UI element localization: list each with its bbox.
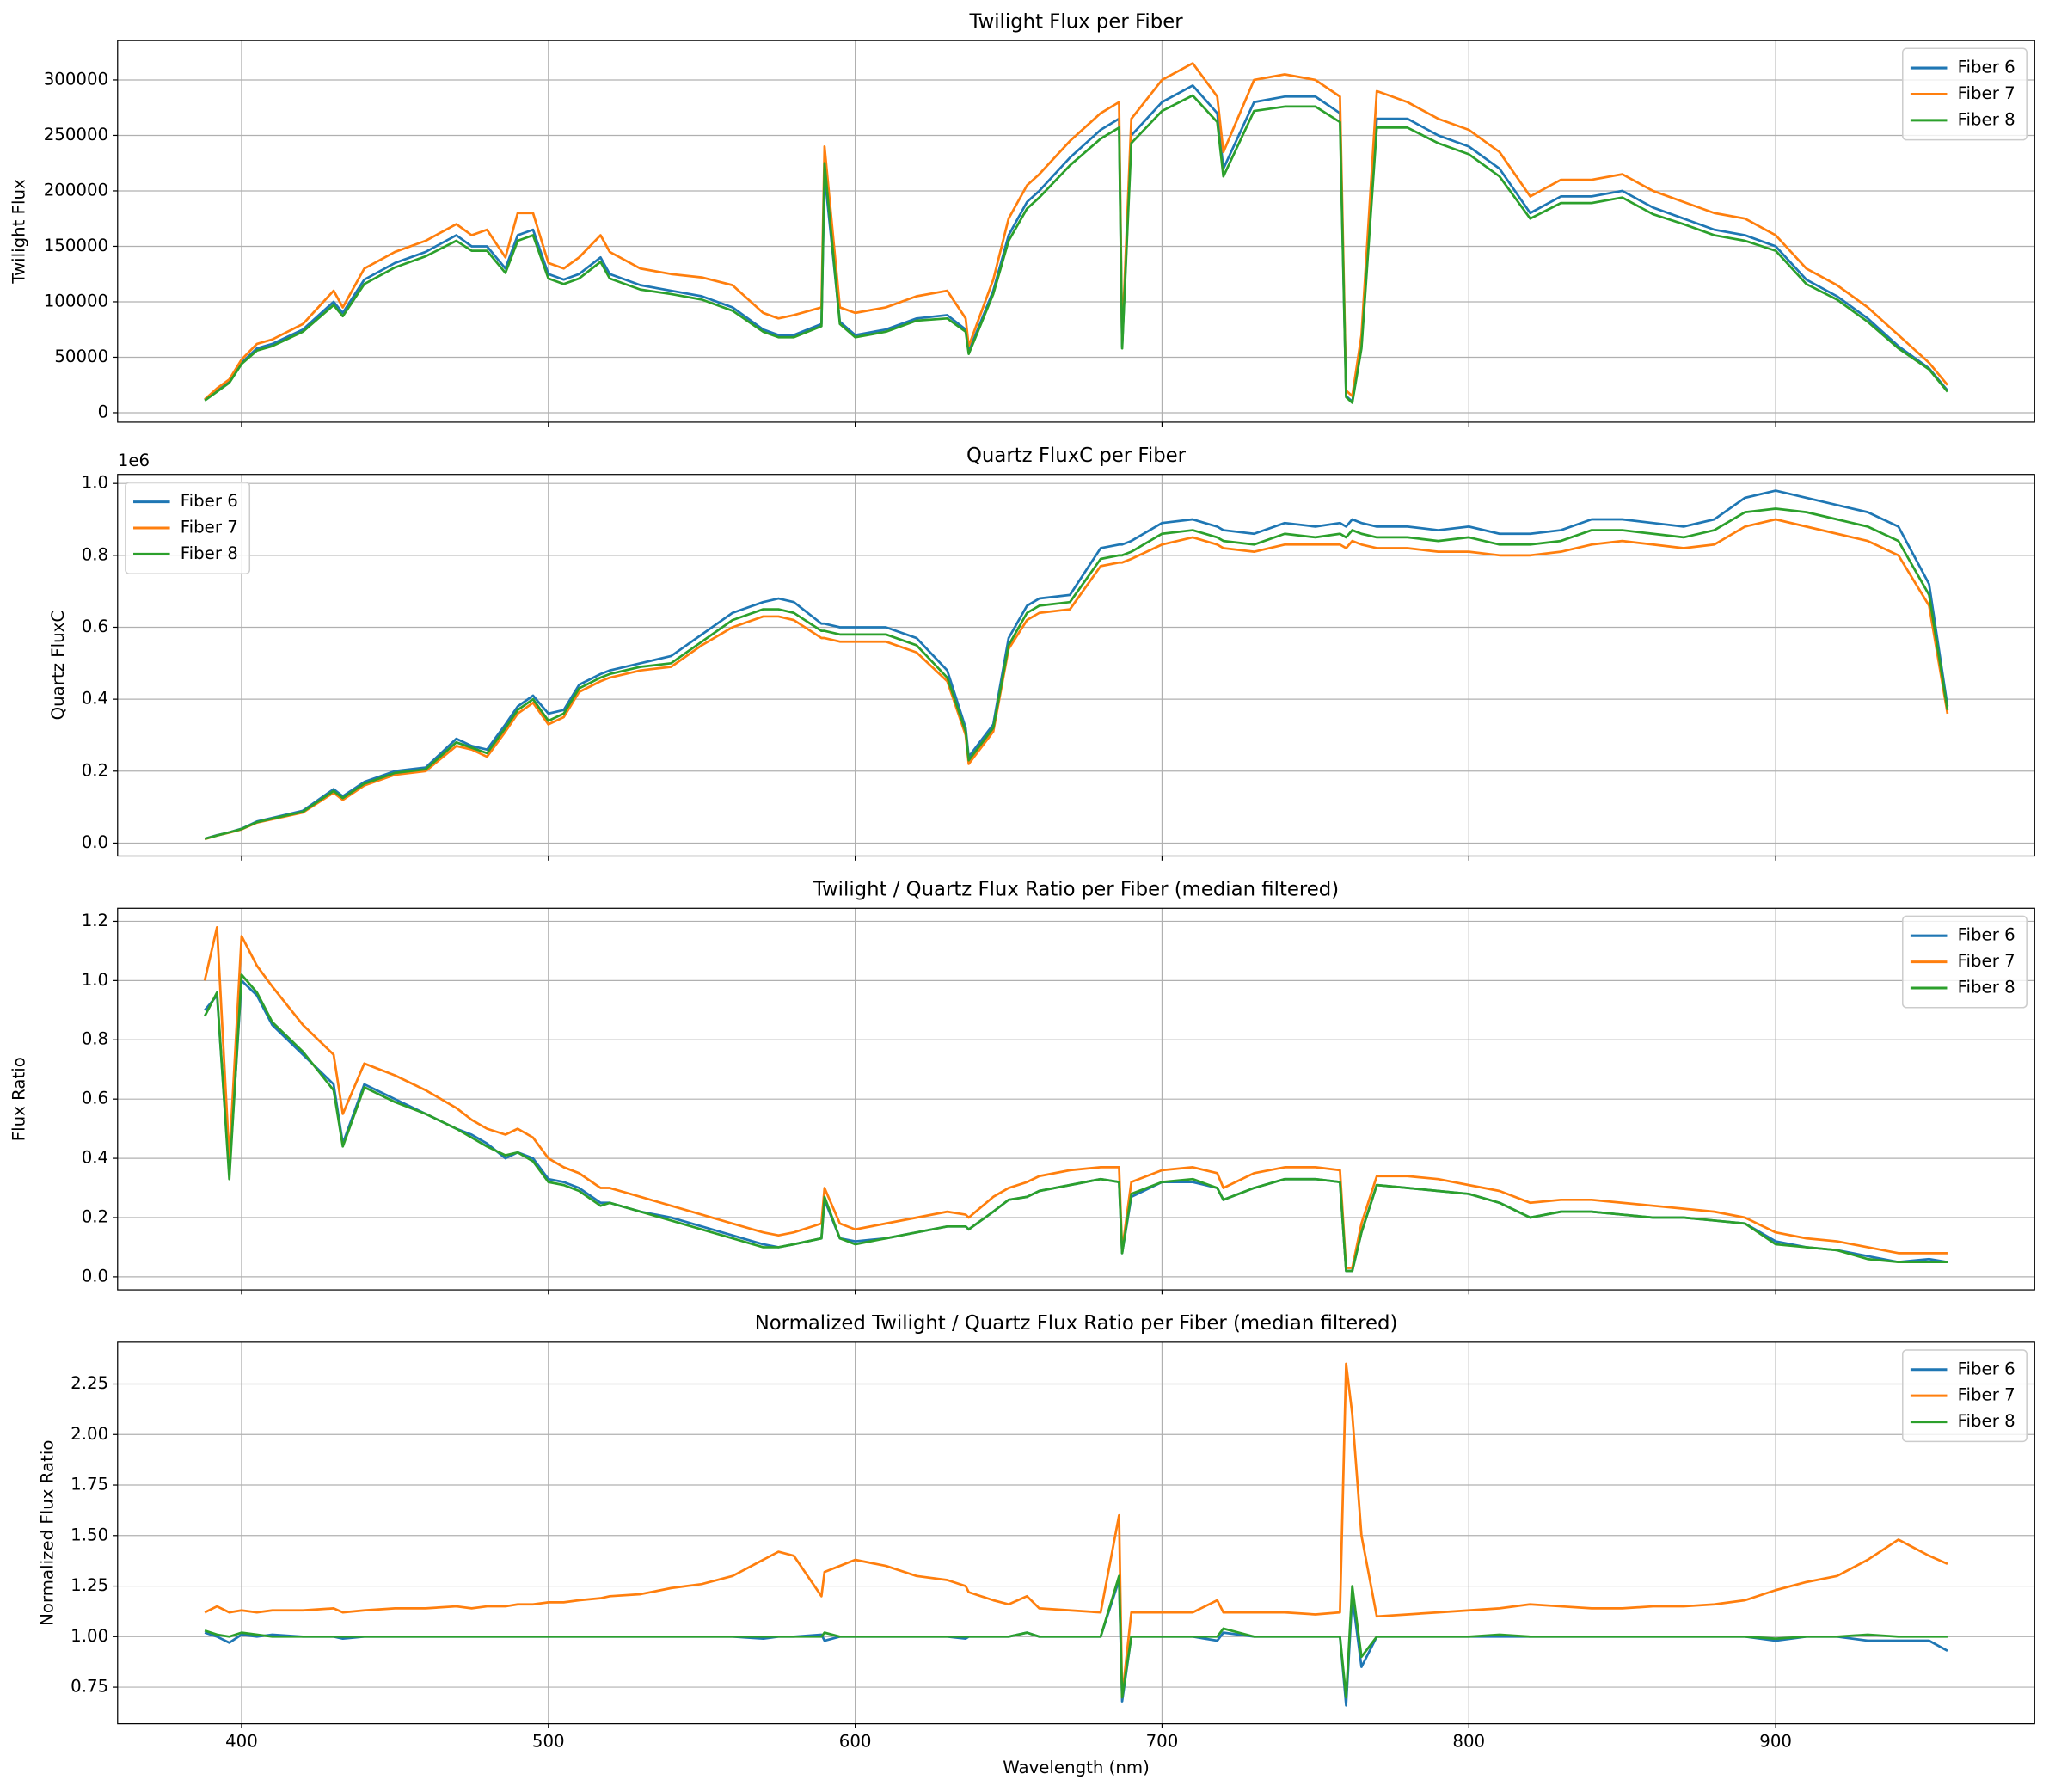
legend-label: Fiber 6 bbox=[181, 491, 238, 511]
legend-label: Fiber 8 bbox=[181, 543, 238, 563]
y-tick-label: 0 bbox=[98, 402, 109, 421]
y-tick-label: 0.2 bbox=[82, 760, 108, 780]
y-offset-label: 1e6 bbox=[118, 451, 150, 470]
y-tick-label: 50000 bbox=[54, 347, 108, 366]
y-tick-label: 200000 bbox=[44, 180, 108, 199]
y-tick-label: 0.4 bbox=[82, 689, 108, 709]
y-tick-label: 0.0 bbox=[82, 832, 108, 852]
axes-frame bbox=[117, 474, 2035, 857]
series-line bbox=[203, 973, 1948, 1273]
legend-box bbox=[125, 482, 251, 574]
legend-label: Fiber 6 bbox=[1958, 1359, 2015, 1378]
legend-label: Fiber 8 bbox=[1958, 977, 2015, 997]
y-tick-label: 0.2 bbox=[82, 1206, 108, 1226]
x-tick-label: 600 bbox=[839, 1731, 872, 1751]
y-tick-label: 150000 bbox=[44, 236, 108, 255]
axes-frame bbox=[117, 1341, 2035, 1725]
chart-title: Normalized Twilight / Quartz Flux Ratio … bbox=[755, 1312, 1398, 1335]
chart-title: Twilight / Quartz Flux Ratio per Fiber (… bbox=[813, 879, 1339, 901]
y-tick-label: 0.6 bbox=[82, 1089, 108, 1108]
y-tick-label: 0.8 bbox=[82, 1029, 108, 1049]
y-tick-label: 0.6 bbox=[82, 617, 108, 636]
series-line bbox=[204, 94, 1948, 404]
y-tick-label: 0.75 bbox=[71, 1677, 108, 1697]
y-axis-label: Flux Ratio bbox=[9, 1057, 28, 1141]
y-axis-label: Normalized Flux Ratio bbox=[38, 1440, 58, 1626]
chart-title: Twilight Flux per Fiber bbox=[968, 10, 1183, 33]
y-tick-label: 2.00 bbox=[71, 1424, 108, 1444]
y-tick-label: 1.50 bbox=[71, 1525, 108, 1544]
chart-title: Quartz FluxC per Fiber bbox=[966, 445, 1187, 467]
y-tick-label: 1.25 bbox=[71, 1575, 108, 1595]
legend-label: Fiber 7 bbox=[181, 518, 238, 537]
axes-frame bbox=[117, 907, 2035, 1291]
y-tick-label: 1.2 bbox=[82, 911, 108, 930]
legend-label: Fiber 6 bbox=[1958, 58, 2015, 77]
plot-area bbox=[117, 474, 2035, 856]
x-tick-label: 700 bbox=[1146, 1731, 1179, 1751]
y-tick-label: 0.8 bbox=[82, 544, 108, 564]
y-tick-label: 0.4 bbox=[82, 1148, 108, 1168]
legend-label: Fiber 7 bbox=[1958, 83, 2015, 103]
legend-label: Fiber 8 bbox=[1958, 1411, 2015, 1431]
legend-label: Fiber 8 bbox=[1958, 109, 2015, 129]
series-line bbox=[204, 1362, 1948, 1699]
x-axis-label: Wavelength (nm) bbox=[1003, 1758, 1150, 1777]
y-tick-label: 1.0 bbox=[82, 473, 108, 493]
series-line bbox=[204, 62, 1948, 401]
legend-label: Fiber 7 bbox=[1958, 1385, 2015, 1405]
x-tick-label: 400 bbox=[225, 1731, 258, 1751]
y-tick-label: 100000 bbox=[44, 291, 108, 310]
x-tick-label: 900 bbox=[1759, 1731, 1792, 1751]
y-tick-label: 2.25 bbox=[71, 1373, 108, 1393]
y-tick-label: 0.0 bbox=[82, 1266, 108, 1286]
y-tick-label: 1.75 bbox=[71, 1475, 108, 1494]
y-axis-label: Quartz FluxC bbox=[48, 611, 68, 721]
series-line bbox=[204, 1574, 1948, 1699]
y-axis-label: Twilight Flux bbox=[9, 179, 28, 285]
series-line bbox=[204, 507, 1949, 840]
y-tick-label: 1.00 bbox=[71, 1626, 108, 1646]
y-tick-label: 250000 bbox=[44, 125, 108, 144]
series-line bbox=[203, 925, 1948, 1269]
plot-area bbox=[117, 40, 2035, 422]
legend-label: Fiber 7 bbox=[1958, 951, 2015, 971]
plot-area bbox=[117, 1341, 2035, 1724]
y-tick-label: 1.0 bbox=[82, 970, 108, 990]
x-tick-label: 800 bbox=[1452, 1731, 1485, 1751]
x-tick-label: 500 bbox=[532, 1731, 565, 1751]
axes-frame bbox=[117, 40, 2035, 423]
legend-box bbox=[1902, 1349, 2028, 1443]
legend-box bbox=[1902, 915, 2028, 1009]
y-tick-label: 300000 bbox=[44, 69, 108, 89]
legend-box bbox=[1902, 47, 2028, 141]
series-line bbox=[204, 518, 1949, 841]
legend-label: Fiber 6 bbox=[1958, 925, 2015, 945]
